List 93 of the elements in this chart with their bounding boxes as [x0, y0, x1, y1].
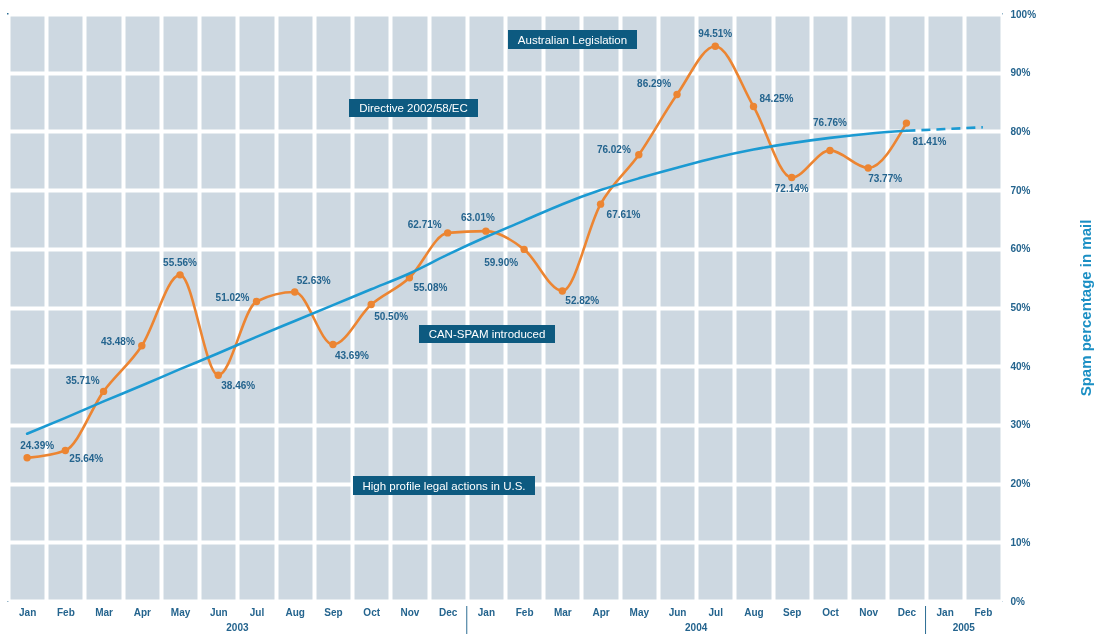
x-tick-label: Jul [249, 606, 265, 618]
y-tick-label: 90% [1010, 67, 1031, 79]
point [788, 173, 796, 182]
x-tick-label: Jul [708, 606, 724, 618]
data-label: 25.64% [69, 453, 104, 465]
x-tick-label: Mar [95, 606, 114, 618]
x-tick-label: Jun [668, 606, 687, 618]
x-tick-label: May [170, 606, 191, 618]
text: 2004 [685, 622, 708, 633]
y-tick-label: 30% [1010, 419, 1031, 431]
x-tick-label: Apr [592, 606, 610, 618]
y-tick-label: 80% [1010, 125, 1031, 137]
y-tick-label: 100% [1010, 8, 1037, 20]
data-label: 63.01% [460, 212, 495, 224]
point [749, 102, 758, 111]
data-label: 84.25% [759, 93, 794, 105]
x-tick-label: Nov [859, 606, 879, 618]
data-label: 50.50% [374, 310, 409, 322]
point [558, 287, 567, 295]
point [252, 297, 261, 306]
x-tick-label: Dec [438, 606, 458, 618]
x-tick-label: Nov [400, 606, 420, 618]
point [596, 200, 605, 208]
x-tick-label: May [629, 606, 650, 618]
point [176, 271, 184, 279]
data-label: 81.41% [912, 136, 947, 148]
data-label: 24.39% [20, 439, 55, 451]
data-label: 43.69% [334, 349, 369, 361]
data-label: 67.61% [606, 209, 641, 221]
point [405, 273, 414, 282]
annotation: Directive 2002/58/EC [359, 102, 468, 114]
point [61, 446, 70, 455]
x-tick-label: Sep [783, 606, 802, 618]
y-tick-label: 10% [1010, 536, 1031, 548]
x-tick-label: Feb [56, 606, 75, 618]
point [443, 229, 452, 237]
point [482, 227, 490, 235]
point [673, 90, 681, 99]
point [635, 151, 643, 159]
x-tick-label: Jan [19, 606, 37, 618]
x-tick-label: Oct [363, 606, 381, 618]
point [291, 288, 299, 296]
point [711, 42, 719, 50]
point [138, 342, 146, 350]
point [23, 454, 31, 462]
data-label: 55.56% [163, 256, 198, 268]
point [367, 300, 375, 309]
x-tick-label: Dec [897, 606, 917, 618]
point [902, 119, 911, 127]
text: 2003 [226, 622, 249, 633]
x-tick-label: Aug [744, 606, 764, 618]
data-label: 59.90% [484, 257, 519, 269]
data-label: 43.48% [100, 335, 135, 347]
y-tick-label: 70% [1010, 184, 1031, 196]
y-tick-label: 0% [1010, 595, 1026, 607]
y-tick-label: 20% [1010, 478, 1031, 490]
point [214, 371, 222, 379]
x-tick-label: Jun [209, 606, 228, 618]
x-tick-label: Mar [553, 606, 572, 618]
data-label: 51.02% [215, 291, 250, 303]
data-label: 52.63% [296, 275, 331, 287]
x-tick-label: Apr [133, 606, 152, 618]
x-tick-label: Jan [936, 606, 954, 618]
data-label: 62.71% [407, 218, 442, 230]
annotation: CAN-SPAM introduced [428, 328, 546, 340]
x-tick-label: Feb [974, 606, 993, 618]
x-tick-label: Sep [324, 606, 343, 618]
text: 2005 [952, 622, 976, 633]
x-tick-label: Feb [515, 606, 534, 618]
y-tick-label: 60% [1010, 243, 1031, 255]
x-tick-label: Aug [285, 606, 305, 618]
point [99, 387, 108, 396]
point [520, 245, 528, 254]
y-axis-title: Spam percentage in mail [1076, 219, 1094, 397]
data-label: 94.51% [698, 28, 733, 40]
point [329, 340, 337, 349]
data-label: 76.02% [596, 143, 631, 155]
point [826, 146, 834, 155]
data-label: 76.76% [813, 117, 848, 129]
y-tick-label: 40% [1010, 360, 1031, 372]
x-tick-label: Jan [477, 606, 495, 618]
data-label: 55.08% [413, 281, 448, 293]
data-label: 38.46% [221, 380, 256, 392]
annotation: High profile legal actions in U.S. [362, 479, 526, 492]
data-label: 73.77% [868, 172, 903, 184]
y-tick-label: 50% [1010, 302, 1031, 313]
point [864, 164, 872, 172]
data-label: 86.29% [637, 78, 672, 90]
data-label: 52.82% [565, 294, 600, 306]
data-label: 35.71% [65, 375, 100, 387]
x-tick-label: Oct [822, 606, 840, 618]
annotation: Australian Legislation [517, 33, 628, 46]
data-label: 72.14% [774, 182, 809, 194]
